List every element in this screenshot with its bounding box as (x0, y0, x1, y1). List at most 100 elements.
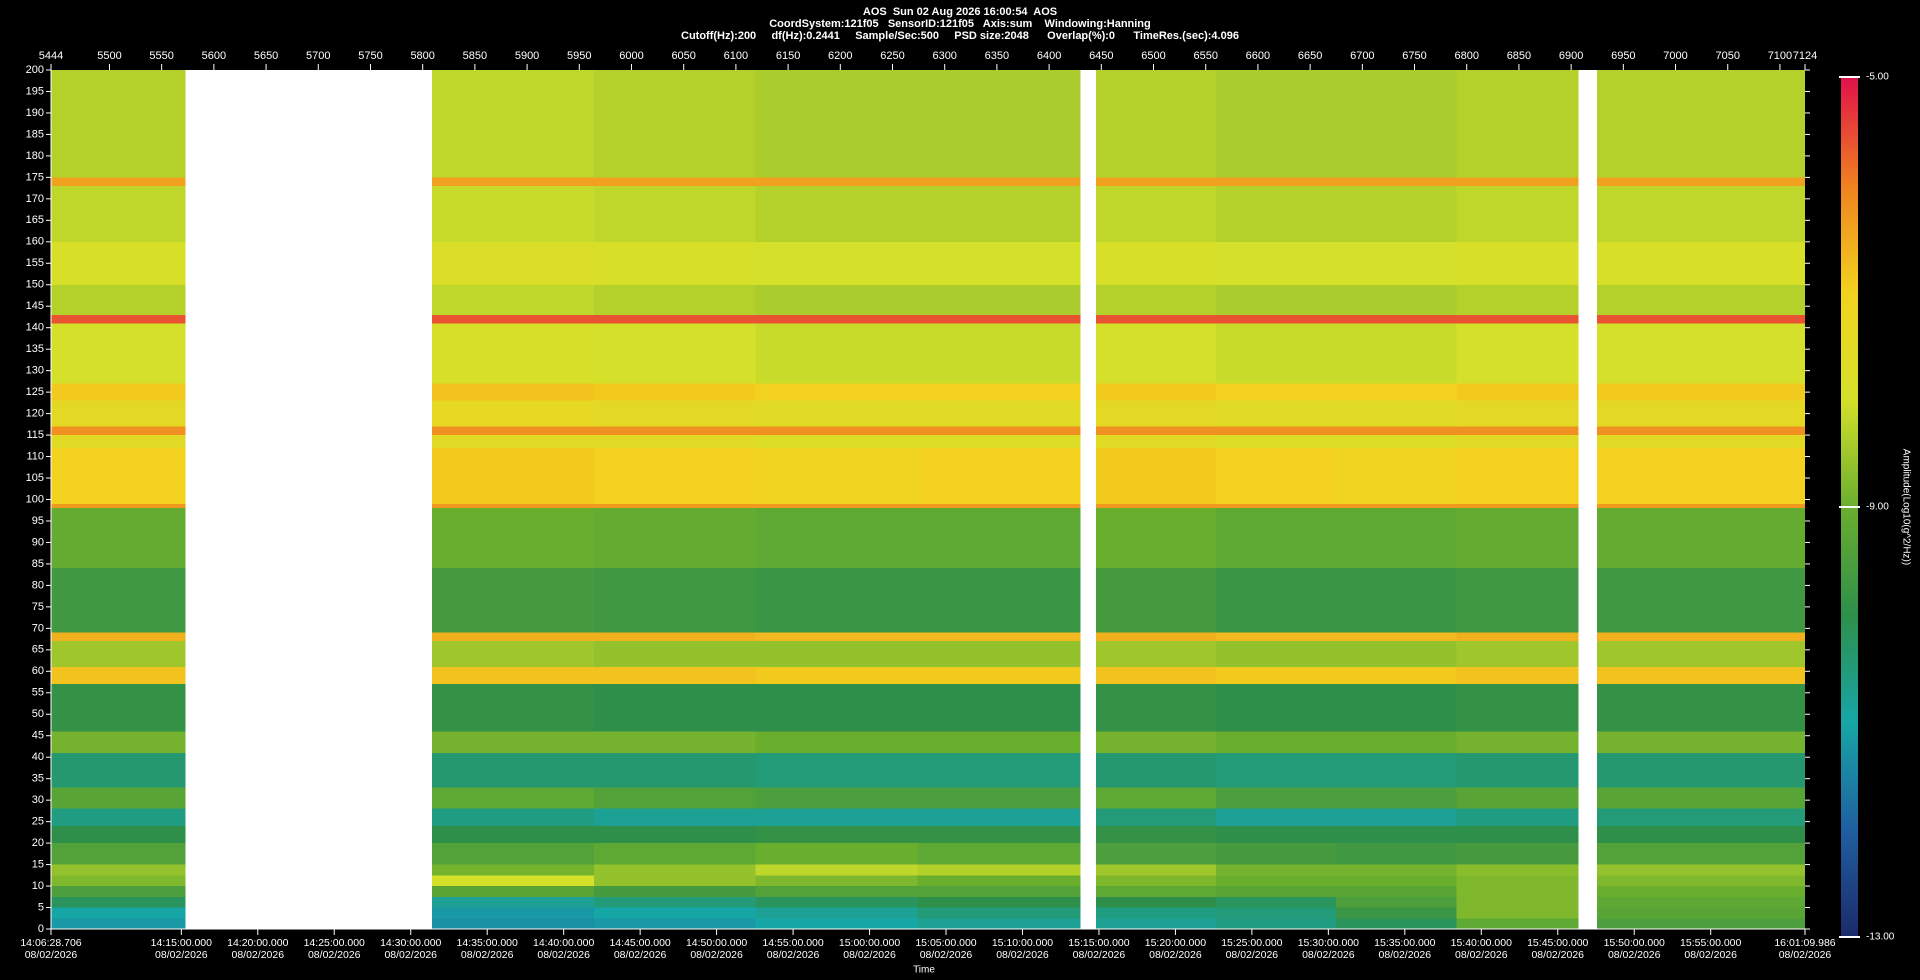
heatmap-cell (432, 641, 594, 668)
heatmap-cell (593, 447, 756, 504)
heatmap-cell (1456, 314, 1579, 324)
heatmap-cell (1336, 684, 1457, 732)
heatmap-cell (1336, 323, 1457, 384)
heatmap-cell (432, 185, 594, 242)
heatmap-cell (593, 787, 756, 809)
heatmap-cell (1336, 641, 1457, 668)
x-tick-label: 14:15:00.000 08/02/2026 (150, 937, 212, 961)
heatmap-cell (1336, 808, 1457, 826)
heatmap-cell (1336, 886, 1457, 897)
x-tick-label: 15:50:00.000 08/02/2026 (1603, 937, 1665, 961)
heatmap-cell (1336, 568, 1457, 633)
heatmap-cell (1597, 886, 1805, 897)
x2-tick-label: 6900 (1559, 50, 1583, 62)
heatmap-cell (1597, 568, 1805, 633)
heatmap-cell (1216, 808, 1337, 826)
heatmap-cell (1456, 752, 1579, 788)
heatmap-cell (1456, 632, 1579, 642)
heatmap-cells (51, 70, 1805, 929)
heatmap-cell (1216, 426, 1337, 436)
heatmap-cell (593, 632, 756, 642)
heatmap-cell (593, 907, 756, 919)
heatmap-cell (917, 667, 1081, 685)
heatmap-cell (1336, 843, 1457, 865)
y-tick-label: 60 (32, 665, 44, 677)
heatmap-cell (755, 383, 918, 401)
heatmap-cell (1096, 641, 1217, 668)
x2-tick-label: 6700 (1350, 50, 1374, 62)
y-tick-label: 110 (26, 450, 44, 462)
heatmap-cell (1456, 907, 1579, 919)
colorbar-tick-label: -13.00 (1866, 932, 1895, 943)
y-tick-label: 160 (26, 236, 44, 248)
heatmap-cell (1597, 864, 1805, 876)
heatmap-cell (1456, 843, 1579, 865)
x2-tick-label: 6650 (1298, 50, 1322, 62)
heatmap-cell (755, 843, 918, 865)
heatmap-cell (1336, 752, 1457, 788)
y-tick-label: 50 (32, 708, 44, 720)
heatmap-cell (755, 185, 918, 242)
heatmap-cell (432, 886, 594, 897)
heatmap-cell (917, 426, 1081, 436)
heatmap-cell (1597, 314, 1805, 324)
heatmap-cell (593, 896, 756, 908)
heatmap-cell (917, 684, 1081, 732)
y-tick-label: 130 (26, 365, 44, 377)
y-tick-label: 10 (32, 880, 44, 892)
y-tick-label: 40 (32, 751, 44, 763)
y-tick-label: 195 (26, 85, 44, 97)
heatmap-cell (755, 435, 918, 448)
heatmap-cell (755, 177, 918, 186)
y-tick-label: 125 (26, 386, 44, 398)
heatmap-cell (432, 435, 594, 448)
heatmap-cell (1456, 684, 1579, 732)
x2-tick-label: 6150 (776, 50, 800, 62)
x-tick-label: 15:30:00.000 08/02/2026 (1297, 937, 1359, 961)
heatmap-cell (1597, 177, 1805, 186)
header-line: CoordSystem:121f05 SensorID:121f05 Axis:… (769, 18, 1151, 30)
x-tick-label: 16:01:09.986 08/02/2026 (1774, 937, 1836, 961)
heatmap-cell (432, 508, 594, 569)
heatmap-cell (1096, 875, 1217, 887)
heatmap-cell (1597, 400, 1805, 427)
x-tick-label: 14:25:00.000 08/02/2026 (303, 937, 365, 961)
heatmap-cell (432, 787, 594, 809)
heatmap-cell (432, 323, 594, 384)
heatmap-cell (432, 825, 594, 844)
heatmap-cell (1096, 568, 1217, 633)
heatmap-cell (1456, 731, 1579, 753)
y-tick-label: 5 (38, 901, 44, 913)
heatmap-cell (51, 177, 186, 186)
heatmap-cell (1456, 875, 1579, 887)
heatmap-cell (917, 864, 1081, 876)
heatmap-cell (1216, 241, 1337, 285)
y-tick-label: 135 (26, 343, 44, 355)
heatmap-cell (1336, 241, 1457, 285)
heatmap-cell (1336, 185, 1457, 242)
heatmap-cell (1096, 864, 1217, 876)
y-tick-label: 200 (26, 64, 44, 76)
heatmap-cell (755, 731, 918, 753)
heatmap-cell (917, 185, 1081, 242)
heatmap-cell (1336, 864, 1457, 876)
heatmap-cell (593, 284, 756, 315)
heatmap-cell (1096, 918, 1217, 929)
x-tick-label: 15:15:00.000 08/02/2026 (1068, 937, 1130, 961)
y-tick-label: 140 (26, 322, 44, 334)
heatmap-cell (1216, 632, 1337, 642)
heatmap-cell (1456, 177, 1579, 186)
heatmap-cell (432, 383, 594, 401)
heatmap-cell (1096, 447, 1217, 504)
heatmap-cell (1216, 896, 1337, 908)
heatmap-cell (432, 426, 594, 436)
heatmap-cell (51, 241, 186, 285)
y-tick-label: 35 (32, 773, 44, 785)
heatmap-cell (1336, 825, 1457, 844)
heatmap-cell (1456, 808, 1579, 826)
heatmap-cell (593, 400, 756, 427)
x2-tick-label: 5900 (515, 50, 539, 62)
heatmap-cell (593, 177, 756, 186)
heatmap-cell (1597, 907, 1805, 919)
x2-tick-label: 7124 (1793, 50, 1817, 62)
